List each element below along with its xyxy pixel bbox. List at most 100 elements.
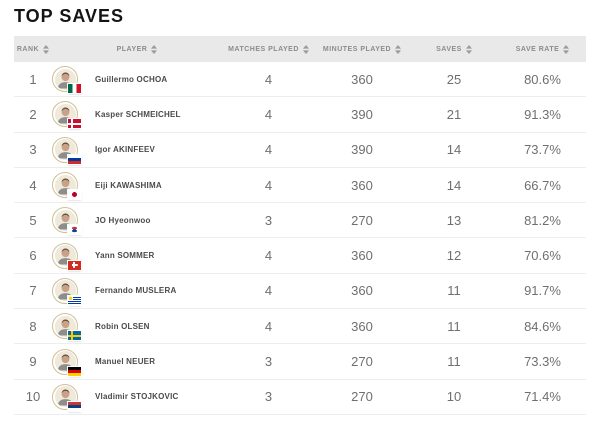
page: TOP SAVES RANK PLAYER MATCHES PLAYED MINUTE… [0,5,600,426]
matches-played-value: 4 [264,142,273,158]
rank-value: 5 [29,212,37,228]
player-name: Eiji KAWASHIMA [95,180,162,190]
page-title: TOP SAVES [14,6,125,26]
matches-played-value: 4 [264,248,273,264]
flag-icon-korea-republic [68,225,81,235]
minutes-played-value: 390 [351,106,373,122]
rank-value: 2 [29,106,37,122]
player-name: JO Hyeonwoo [95,215,151,225]
minutes-played-value: 360 [351,71,373,87]
matches-played-value: 4 [264,106,273,122]
player-avatar [52,242,81,270]
saves-value: 25 [446,71,462,87]
column-header-label: PLAYER [116,45,148,53]
matches-played-value: 3 [264,389,273,405]
minutes-played-value: 270 [351,212,373,228]
matches-played-value: 4 [264,318,273,334]
player-avatar [52,136,81,164]
table-row[interactable]: 10 Vladimir STOJKOVIC 3 270 10 71.4% [14,379,586,415]
column-header-rank[interactable]: RANK [14,44,52,54]
column-header-label: SAVES [436,45,462,53]
matches-played-value: 4 [264,283,273,299]
player-cell: JO Hyeonwoo [52,207,222,235]
column-header-label: SAVE RATE [515,45,560,53]
flag-icon-serbia [68,401,81,411]
column-header-player[interactable]: PLAYER [52,44,222,54]
save-rate-value: 73.7% [524,142,561,158]
top-saves-table: RANK PLAYER MATCHES PLAYED MINUTES PLAYED SA… [14,36,586,415]
minutes-played-value: 360 [351,318,373,334]
player-avatar [52,172,81,200]
table-row[interactable]: 7 Fernando MUSLERA 4 360 11 91.7% [14,273,586,310]
save-rate-value: 91.3% [524,106,561,122]
player-cell: Igor AKINFEEV [52,136,222,164]
minutes-played-value: 360 [351,283,373,299]
saves-value: 11 [447,283,461,299]
table-row[interactable]: 8 Robin OLSEN 4 360 11 84.6% [14,309,586,345]
player-name: Guillermo OCHOA [95,74,168,84]
flag-icon-uruguay [68,295,81,305]
rank-value: 9 [29,354,37,370]
sort-icon [43,44,50,54]
saves-value: 11 [447,354,461,370]
rank-value: 6 [29,248,37,264]
player-avatar [52,101,81,129]
player-avatar [52,66,81,94]
table-row[interactable]: 5 JO Hyeonwoo 3 270 13 81.2% [14,203,586,239]
rank-value: 1 [29,71,37,87]
player-name: Yann SOMMER [95,251,155,261]
sort-icon [465,44,472,54]
flag-icon-japan [68,190,81,200]
table-body: 1 Guillermo OCHOA 4 360 25 80.6% 2 Kasper SCHME… [14,62,586,415]
table-row[interactable]: 1 Guillermo OCHOA 4 360 25 80.6% [14,62,586,98]
table-row[interactable]: 2 Kasper SCHMEICHEL 4 390 21 91.3% [14,97,586,133]
matches-played-value: 3 [264,212,273,228]
player-cell: Yann SOMMER [52,242,222,270]
table-header-row: RANK PLAYER MATCHES PLAYED MINUTES PLAYED SA… [14,36,586,62]
player-name: Vladimir STOJKOVIC [95,392,179,402]
table-row[interactable]: 3 Igor AKINFEEV 4 390 14 73.7% [14,132,586,168]
column-header-saves[interactable]: SAVES [409,44,499,54]
flag-icon-denmark [68,119,81,129]
saves-value: 14 [446,142,462,158]
rank-value: 7 [29,283,37,299]
column-header-matches-played[interactable]: MATCHES PLAYED [222,44,315,54]
saves-value: 13 [446,212,462,228]
rank-value: 10 [25,389,41,405]
column-header-save-rate[interactable]: SAVE RATE [499,44,586,54]
sort-icon [302,44,309,54]
flag-icon-sweden [68,331,81,341]
save-rate-value: 81.2% [524,212,561,228]
column-header-minutes-played[interactable]: MINUTES PLAYED [315,44,409,54]
player-cell: Vladimir STOJKOVIC [52,383,222,411]
player-name: Robin OLSEN [95,321,150,331]
rank-value: 8 [29,318,37,334]
player-cell: Fernando MUSLERA [52,277,222,305]
column-header-label: RANK [16,45,40,53]
player-cell: Robin OLSEN [52,313,222,341]
sort-icon [395,44,402,54]
minutes-played-value: 360 [351,248,373,264]
minutes-played-value: 270 [351,354,373,370]
player-cell: Eiji KAWASHIMA [52,172,222,200]
matches-played-value: 3 [264,354,273,370]
saves-value: 11 [447,318,461,334]
save-rate-value: 80.6% [524,71,561,87]
flag-icon-switzerland [68,260,81,270]
save-rate-value: 66.7% [524,177,561,193]
player-name: Igor AKINFEEV [95,145,156,155]
save-rate-value: 91.7% [524,283,561,299]
player-avatar [52,277,81,305]
flag-icon-germany [68,366,81,376]
flag-icon-mexico [68,84,81,94]
flag-icon-russia [68,154,81,164]
saves-value: 10 [446,389,462,405]
rank-value: 3 [29,142,37,158]
minutes-played-value: 360 [351,177,373,193]
save-rate-value: 71.4% [524,389,561,405]
save-rate-value: 70.6% [524,248,561,264]
table-row[interactable]: 9 Manuel NEUER 3 270 11 73.3% [14,344,586,380]
table-row[interactable]: 6 Yann SOMMER 4 360 12 70.6% [14,238,586,274]
table-row[interactable]: 4 Eiji KAWASHIMA 4 360 14 66.7% [14,167,586,204]
player-cell: Kasper SCHMEICHEL [52,101,222,129]
